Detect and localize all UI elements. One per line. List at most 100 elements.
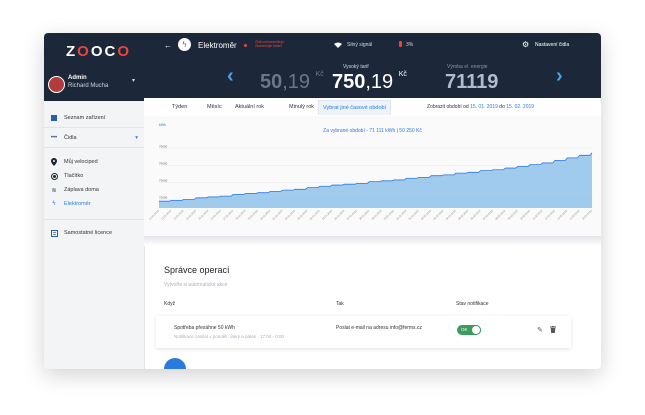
x-tick-label: 02.02.2019	[420, 208, 432, 220]
y-tick-label: 73000	[159, 179, 168, 183]
consumption-chart: kWh Za vybrané období - 71 111 kWh | 50 …	[144, 116, 601, 236]
x-tick-label: 01.02.2019	[407, 208, 419, 220]
x-tick-label: 24.01.2019	[309, 208, 321, 220]
sidebar-item-button[interactable]: Tlačítko	[50, 171, 83, 181]
x-tick-label: 23.01.2019	[296, 208, 308, 220]
tab-week[interactable]: Týden	[172, 104, 188, 110]
col-notification: Stav notifikace	[456, 301, 489, 307]
sidebar-item-devices[interactable]: Seznam zařízení	[50, 113, 105, 123]
user-role: Admin	[68, 75, 87, 81]
x-tick-label: 19.01.2019	[247, 208, 259, 220]
x-tick-label: 28.01.2019	[358, 208, 370, 220]
x-tick-label: 31.01.2019	[395, 208, 407, 220]
user-menu[interactable]: Admin Richard Mucha ▾	[48, 75, 140, 95]
tab-month[interactable]: Měsíc	[207, 104, 222, 110]
battery-level: 3%	[406, 42, 414, 48]
x-tick-label: 18.01.2019	[234, 208, 246, 220]
rule-schedule: Notifikace zasílat v pondělí, úterý a pá…	[174, 334, 285, 339]
date-to[interactable]: 15. 02. 2019	[506, 104, 535, 110]
sensor-settings-link[interactable]: Nastavení čidla	[535, 42, 570, 48]
tab-last-year[interactable]: Minulý rok	[289, 104, 315, 110]
prev-arrow-icon[interactable]: ‹	[227, 65, 234, 87]
operations-title: Správce operací	[164, 265, 230, 275]
rule-condition: Spotřeba přesáhne 50 kWh	[174, 325, 235, 331]
x-tick-label: 07.02.2019	[482, 208, 494, 220]
sidebar-item-label: Záplava doma	[64, 187, 99, 193]
sidebar-item-label: Elektroměr	[64, 201, 91, 207]
x-tick-label: 15.02.2019	[581, 208, 593, 220]
operation-row[interactable]: Spotřeba přesáhne 50 kWh Notifikace zasí…	[156, 316, 571, 348]
tariff-label: Vysoký tarif	[343, 64, 369, 70]
x-tick-label: 22.01.2019	[284, 208, 296, 220]
wifi-icon	[334, 42, 342, 50]
x-tick-label: 15.01.2019	[197, 208, 209, 220]
gear-icon[interactable]: ⚙	[522, 40, 530, 49]
sidebar-item-label: Seznam zařízení	[64, 115, 106, 121]
sidebar-item-electricity[interactable]: ϟ Elektroměr	[50, 199, 91, 209]
tariff-value: 750,19 Kč	[332, 71, 407, 93]
sidebar: ZOOCO Admin Richard Mucha ▾ Seznam zaříz…	[44, 33, 145, 369]
period-range: Zobrazit období od 15. 01. 2019 do 15. 0…	[427, 104, 535, 110]
x-tick-label: 04.02.2019	[445, 208, 457, 220]
area-fill	[159, 152, 592, 208]
next-arrow-icon[interactable]: ›	[556, 65, 563, 87]
x-tick-label: 06.02.2019	[469, 208, 481, 220]
period-tabs: Týden Měsíc Aktuální rok Minulý rok Vybr…	[144, 98, 601, 117]
dots-icon: •••	[50, 135, 58, 141]
x-tick-label: 14.01.2019	[185, 208, 197, 220]
notification-toggle[interactable]: OK	[457, 325, 481, 335]
tab-custom-period[interactable]: Vybrat jiné časové období	[318, 100, 392, 115]
tab-current-year[interactable]: Aktuální rok	[235, 104, 265, 110]
x-tick-label: 29.01.2019	[370, 208, 382, 220]
sidebar-item-velociped[interactable]: Můj velociped	[50, 157, 98, 167]
device-warning: Čidlo nekomunikuje. Zkontrolujte baterii	[255, 40, 285, 48]
button-icon	[50, 172, 58, 180]
col-then: Tak	[336, 301, 344, 307]
x-tick-label: 14.02.2019	[568, 208, 580, 220]
date-from[interactable]: 15. 01. 2019	[470, 104, 498, 110]
x-tick-label: 17.01.2019	[222, 208, 234, 220]
x-tick-label: 26.01.2019	[333, 208, 345, 220]
grid-icon	[50, 114, 58, 122]
x-tick-label: 08.02.2019	[494, 208, 506, 220]
sidebar-item-label: Samostatné licence	[64, 230, 112, 236]
x-tick-label: 13.02.2019	[556, 208, 568, 220]
y-tick-label: 72000	[159, 196, 168, 200]
signal-status: Silný signál	[347, 42, 373, 48]
y-tick-label: 74000	[159, 162, 168, 166]
x-tick-label: 11.02.2019	[531, 208, 543, 220]
logo: ZOOCO	[66, 43, 132, 60]
add-operation-button[interactable]	[164, 358, 186, 369]
license-icon	[50, 229, 58, 237]
bolt-icon: ϟ	[52, 201, 56, 207]
app-window: ZOOCO Admin Richard Mucha ▾ Seznam zaříz…	[44, 33, 601, 369]
chart-title: Za vybrané období - 71 111 kWh | 50 250 …	[323, 128, 422, 134]
x-tick-label: 21.01.2019	[271, 208, 283, 220]
col-when: Když	[164, 301, 176, 307]
back-arrow-icon[interactable]: ←	[164, 41, 172, 50]
battery-icon	[399, 41, 402, 47]
user-name: Richard Mucha	[68, 83, 109, 89]
rule-action: Poslat e-mail na adresu info@ferms.cz	[336, 325, 422, 331]
sidebar-item-label: Čidla	[64, 135, 77, 141]
tariff-prev: 50,19 Kč	[260, 71, 324, 93]
sidebar-item-licenses[interactable]: Samostatné licence	[50, 228, 112, 238]
device-title: Elektroměr	[198, 41, 237, 50]
x-tick-label: 25.01.2019	[321, 208, 333, 220]
y-tick-label: 75000	[159, 145, 168, 149]
sidebar-header: ZOOCO Admin Richard Mucha ▾	[44, 33, 144, 101]
sidebar-item-sensors[interactable]: ••• Čidla ▾	[50, 133, 138, 143]
production-label: Výroba el. energie	[447, 64, 488, 70]
sidebar-item-flood[interactable]: ≋ Záplava doma	[50, 185, 99, 195]
sidebar-item-label: Tlačítko	[64, 173, 84, 179]
edit-icon[interactable]: ✎	[537, 327, 543, 334]
x-tick-label: 30.01.2019	[383, 208, 395, 220]
trash-icon[interactable]	[550, 326, 556, 335]
water-icon: ≋	[51, 187, 57, 194]
x-tick-label: 12.02.2019	[544, 208, 556, 220]
y-axis-unit: kWh	[159, 123, 166, 127]
chart-plot: 75000 74000 73000 72000 11.01.2019 12.01.201…	[148, 145, 593, 221]
chevron-down-icon[interactable]: ▾	[132, 78, 136, 84]
x-tick-label: 13.01.2019	[172, 208, 184, 220]
x-tick-label: 09.02.2019	[506, 208, 518, 220]
